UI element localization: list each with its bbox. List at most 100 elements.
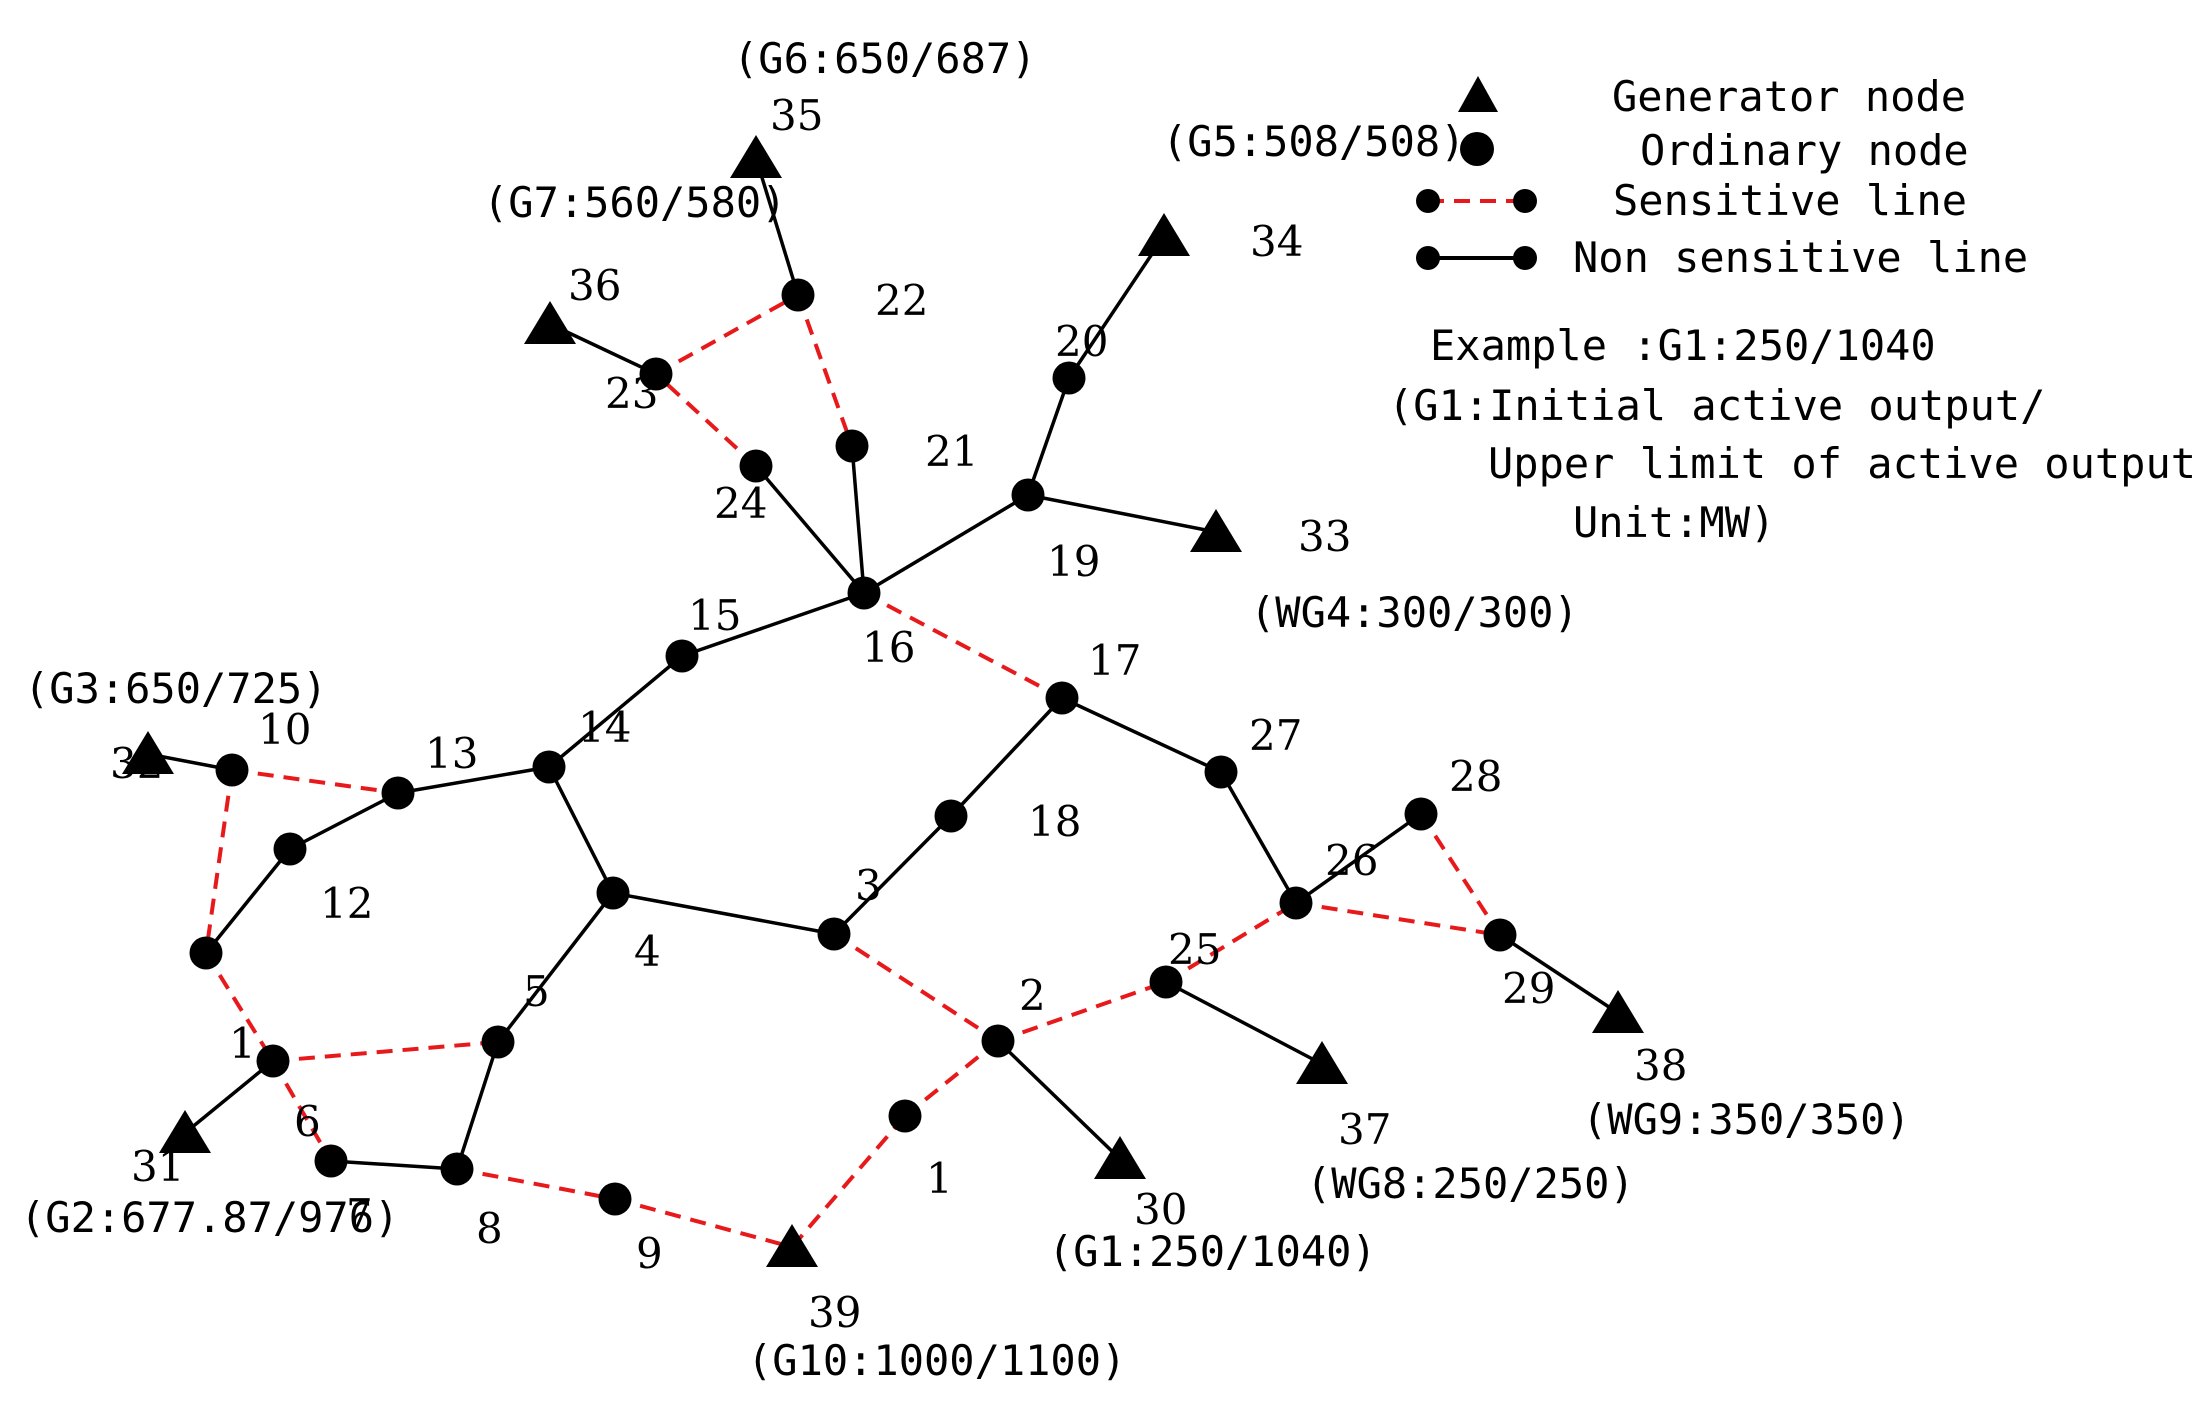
- line-14-15: [547, 654, 684, 769]
- line-8-5: [455, 1041, 500, 1170]
- sensitive-line-23-22: [655, 293, 799, 376]
- sensitive-line-9-39: [614, 1197, 793, 1249]
- nodes-layer: [122, 135, 1644, 1267]
- sensitive-line-3-2: [832, 932, 1000, 1043]
- node-label-37: 37: [1338, 1105, 1391, 1154]
- line-16-24: [754, 464, 866, 595]
- line-26-28: [1294, 812, 1423, 905]
- line-3-18: [832, 814, 953, 936]
- sensitive-line-11-6: [204, 951, 275, 1063]
- node-label-35: 35: [770, 91, 823, 140]
- example-line-1: Example :G1:250/1040: [1430, 321, 1936, 370]
- sensitive-line-6-5: [272, 1040, 499, 1063]
- node-label-11: 1: [229, 1019, 256, 1068]
- ordinary-node-14: [532, 750, 566, 784]
- line-16-19: [863, 493, 1029, 595]
- node-label-13: 13: [425, 729, 478, 778]
- node-label-6: 6: [294, 1097, 321, 1146]
- ordinary-node-10: [215, 753, 249, 787]
- ordinary-node-7: [314, 1144, 348, 1178]
- ordinary-node-15: [665, 639, 699, 673]
- generator-annotation-33: (WG4:300/300): [1250, 588, 1579, 637]
- node-label-32: 32: [110, 739, 163, 788]
- generator-node-39: [766, 1224, 818, 1267]
- node-label-31: 31: [131, 1142, 184, 1191]
- node-label-19: 19: [1047, 537, 1100, 586]
- ordinary-node-20: [1052, 361, 1086, 395]
- line-4-14: [547, 766, 615, 894]
- node-label-33: 33: [1298, 512, 1351, 561]
- ordinary-node-6: [256, 1044, 290, 1078]
- ordinary-node-17: [1045, 681, 1079, 715]
- line-13-14: [397, 765, 550, 795]
- node-label-3: 3: [855, 861, 882, 910]
- node-label-17: 17: [1088, 636, 1141, 685]
- ordinary-node-12: [273, 832, 307, 866]
- sensitive-line-39-1: [790, 1114, 907, 1249]
- line-6-31: [183, 1059, 275, 1135]
- ordinary-node-25: [1149, 965, 1183, 999]
- legend-non-sensitive-right-dot: [1513, 246, 1537, 270]
- legend-ordinary-icon: [1460, 132, 1494, 166]
- line-2-30: [996, 1039, 1122, 1161]
- ordinary-node-1: [888, 1099, 922, 1133]
- ordinary-node-18: [934, 799, 968, 833]
- ordinary-node-2: [981, 1024, 1015, 1058]
- line-17-27: [1061, 696, 1222, 774]
- legend-sensitive-right-dot: [1513, 189, 1537, 213]
- node-label-1: 1: [926, 1154, 953, 1203]
- node-label-29: 29: [1502, 964, 1555, 1013]
- legend-ordinary-label: Ordinary node: [1640, 126, 1969, 175]
- sensitive-line-2-25: [997, 980, 1167, 1043]
- ordinary-node-16: [847, 576, 881, 610]
- node-label-22: 22: [875, 276, 928, 325]
- node-label-7: 7: [346, 1190, 373, 1239]
- generator-annotation-30: (G1:250/1040): [1048, 1227, 1377, 1276]
- ordinary-node-27: [1204, 755, 1238, 789]
- sensitive-line-22-21: [796, 294, 854, 447]
- node-label-5: 5: [523, 967, 550, 1016]
- generator-annotation-36: (G7:560/580): [483, 178, 786, 227]
- generator-annotation-37: (WG8:250/250): [1306, 1159, 1635, 1208]
- ordinary-node-28: [1404, 797, 1438, 831]
- node-label-8: 8: [476, 1204, 503, 1253]
- ordinary-node-21: [835, 429, 869, 463]
- node-label-23: 23: [605, 369, 658, 418]
- node-label-28: 28: [1449, 752, 1502, 801]
- node-label-4: 4: [634, 927, 661, 976]
- ordinary-node-8: [440, 1152, 474, 1186]
- edges-layer: [147, 157, 1619, 1249]
- generator-node-31: [159, 1110, 211, 1153]
- sensitive-line-10-13: [231, 768, 399, 795]
- legend-generator-icon: [1458, 76, 1498, 112]
- legend-generator-label: Generator node: [1612, 72, 1966, 121]
- node-label-18: 18: [1028, 797, 1081, 846]
- ordinary-node-26: [1279, 886, 1313, 920]
- line-5-4: [496, 891, 615, 1044]
- sensitive-line-26-29: [1295, 901, 1501, 937]
- node-label-34: 34: [1250, 217, 1303, 266]
- sensitive-line-6-7: [271, 1059, 333, 1163]
- sensitive-line-10-11: [204, 769, 234, 954]
- line-20-34: [1067, 235, 1166, 379]
- line-12-13: [289, 791, 399, 851]
- node-label-30: 30: [1134, 1185, 1187, 1234]
- generator-annotation-35: (G6:650/687): [733, 34, 1036, 83]
- generator-annotation-32: (G3:650/725): [24, 664, 327, 713]
- node-label-10: 10: [258, 705, 311, 754]
- sensitive-line-28-29: [1419, 812, 1502, 937]
- legend-non-sensitive-left-dot: [1416, 246, 1440, 270]
- sensitive-line-24-23: [654, 372, 758, 468]
- generator-node-34: [1138, 213, 1190, 256]
- legend-sensitive-left-dot: [1416, 189, 1440, 213]
- ordinary-node-11: [189, 936, 223, 970]
- node-label-24: 24: [714, 479, 767, 528]
- line-25-37: [1165, 980, 1323, 1066]
- node-label-36: 36: [568, 261, 621, 310]
- line-21-16: [850, 445, 866, 594]
- legend-sensitive-label: Sensitive line: [1613, 176, 1967, 225]
- ordinary-node-24: [739, 449, 773, 483]
- line-11-12: [204, 847, 292, 955]
- example-line-3: Upper limit of active output: [1488, 439, 2196, 488]
- sensitive-line-1-2: [903, 1039, 1000, 1118]
